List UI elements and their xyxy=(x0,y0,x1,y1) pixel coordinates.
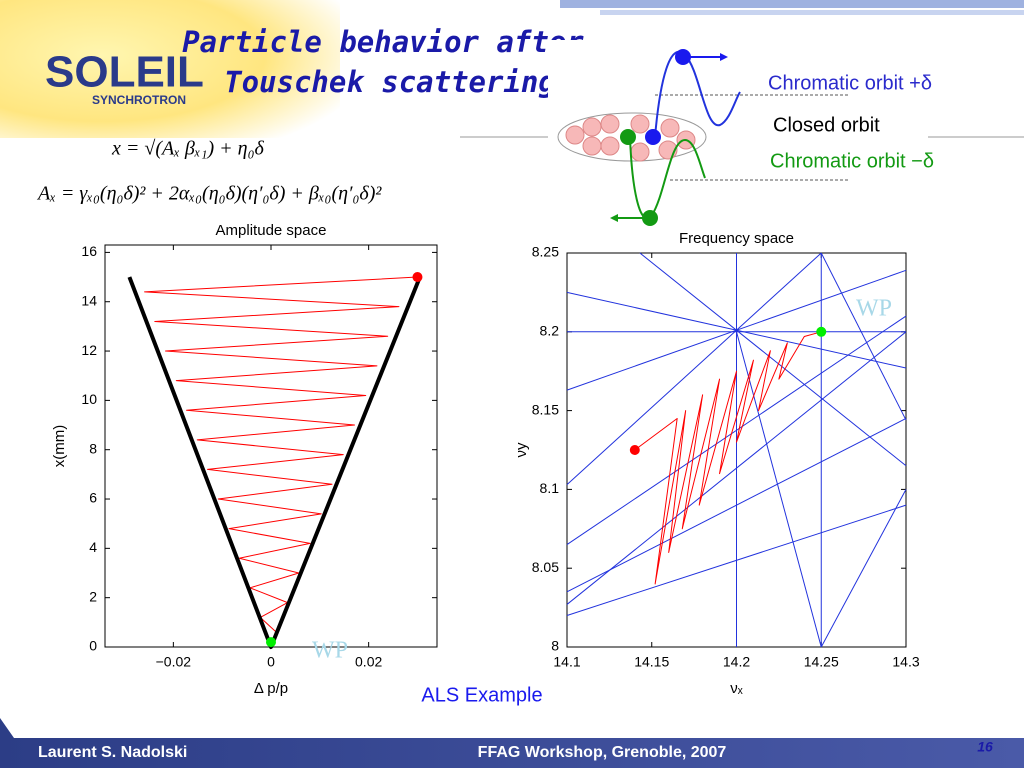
y-tick-label: 0 xyxy=(89,638,97,654)
formula: x = √(Aₓ βₓ₁) + η₀δ xyxy=(111,138,265,160)
y-tick-label: 8 xyxy=(551,638,559,654)
x-axis-label: νₓ xyxy=(730,680,743,697)
caption: ALS Example xyxy=(421,684,542,706)
data-line xyxy=(820,252,907,421)
y-tick-label: 8.25 xyxy=(532,244,559,260)
y-tick-label: 14 xyxy=(81,292,97,308)
y-axis-label: x(mm) xyxy=(51,425,68,467)
chart-title: Frequency space xyxy=(679,230,794,247)
particle-minus xyxy=(642,210,658,226)
data-point xyxy=(629,445,640,455)
data-line xyxy=(566,504,907,616)
plot-frame xyxy=(104,244,438,648)
particle-plus xyxy=(675,49,691,65)
y-tick-label: 12 xyxy=(81,342,97,358)
x-tick-label: 0.02 xyxy=(355,654,382,670)
y-tick-label: 8 xyxy=(89,440,97,456)
diagram-backdrop xyxy=(548,40,928,230)
x-tick-label: 14.1 xyxy=(553,654,580,670)
y-tick-label: 16 xyxy=(81,243,97,259)
chart-title: Amplitude space xyxy=(216,222,327,239)
annotation: WP xyxy=(312,638,348,664)
logo-sub: SYNCHROTRON xyxy=(92,93,186,107)
data-line xyxy=(820,489,907,648)
data-line xyxy=(566,252,822,486)
formula: Aₓ = γₓ₀(η₀δ)² + 2αₓ₀(η₀δ)(η′₀δ) + βₓ₀(η… xyxy=(36,183,382,205)
y-tick-label: 6 xyxy=(89,490,97,506)
orbit-diagram: Chromatic orbit +δ Closed orbit Chromati… xyxy=(548,40,934,230)
y-tick-label: 4 xyxy=(89,539,97,555)
x-axis-label: Δ p/p xyxy=(254,680,288,697)
data-line xyxy=(566,315,907,545)
particle xyxy=(645,129,661,145)
data-line xyxy=(736,331,822,648)
top-band xyxy=(600,10,1024,15)
footer-bar xyxy=(0,718,1024,768)
title: Particle behavior after xyxy=(182,25,584,59)
orbit-plus xyxy=(654,51,741,138)
top-band xyxy=(560,0,1024,8)
data-point xyxy=(816,326,827,337)
y-tick-label: 2 xyxy=(89,588,97,604)
data-line xyxy=(634,331,822,585)
annotation: WP xyxy=(856,296,892,322)
logo: SOLEIL xyxy=(45,48,204,97)
footer-event: FFAG Workshop, Grenoble, 2007 xyxy=(478,744,727,761)
particle xyxy=(620,129,636,145)
y-tick-label: 8.15 xyxy=(532,401,559,417)
y-tick-label: 8.2 xyxy=(540,323,560,339)
x-tick-label: −0.02 xyxy=(156,654,192,670)
footer-author: Laurent S. Nadolski xyxy=(38,744,187,761)
page-number: 16 xyxy=(977,739,993,755)
label-minus: Chromatic orbit −δ xyxy=(770,150,934,172)
arrow-head xyxy=(610,214,618,222)
data-point xyxy=(266,637,276,648)
charts: Amplitude space −0.02 0 0.02 0 2 4 6 8 10 12 14 16 Δ … xyxy=(51,222,920,697)
y-tick-label: 10 xyxy=(81,391,97,407)
logo-backdrop xyxy=(0,0,340,138)
x-tick-label: 0 xyxy=(267,654,275,670)
data-line xyxy=(566,418,907,593)
data-point xyxy=(412,272,423,283)
title: Touschek scattering xyxy=(224,65,556,99)
x-tick-label: 14.25 xyxy=(804,654,839,670)
data-line xyxy=(639,252,907,467)
y-axis-label: νy xyxy=(513,442,530,458)
orbit-minus xyxy=(629,136,706,219)
y-tick-label: 8.05 xyxy=(532,559,559,575)
x-tick-label: 14.3 xyxy=(892,654,919,670)
x-tick-label: 14.15 xyxy=(634,654,669,670)
data-line xyxy=(566,331,907,605)
arrow-head xyxy=(720,53,728,61)
x-tick-label: 14.2 xyxy=(723,654,750,670)
particles xyxy=(565,114,696,162)
label-closed: Closed orbit xyxy=(773,114,880,136)
y-tick-label: 8.1 xyxy=(540,480,560,496)
label-plus: Chromatic orbit +δ xyxy=(768,72,932,94)
